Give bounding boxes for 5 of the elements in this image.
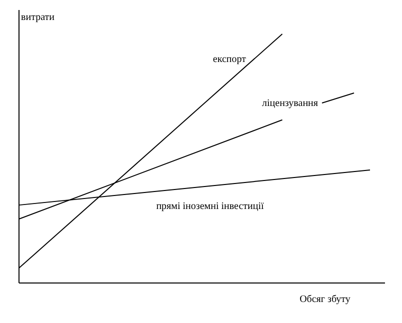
y-axis-title: витрати — [21, 12, 56, 23]
series-label: прямі іноземні інвестиції — [156, 201, 264, 212]
series-label: експорт — [212, 54, 247, 65]
x-axis-title: Обсяг збуту — [300, 294, 350, 305]
legend-label: ліцензування — [262, 98, 318, 109]
